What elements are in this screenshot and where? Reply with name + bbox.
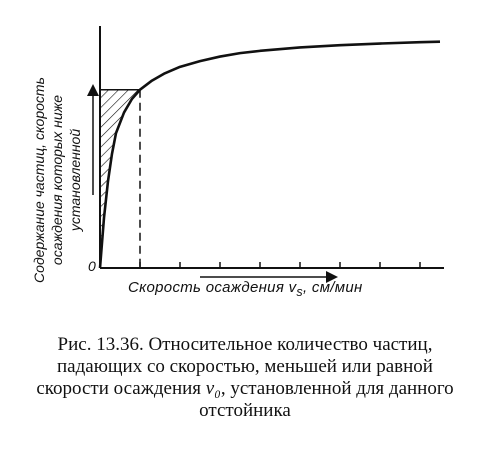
y-axis-label-line-1: Содержание частиц, скорость (31, 77, 47, 283)
caption-prefix: Рис. (57, 334, 97, 355)
plot-area (87, 26, 444, 283)
hatched-region (100, 89, 140, 268)
figure-caption: Рис. 13.36. Относительное количество час… (30, 334, 460, 422)
series-curve (98, 40, 441, 269)
origin-label: 0 (88, 258, 96, 274)
figure: Содержание частиц, скорость осаждения ко… (30, 26, 448, 300)
x-axis-label-symbol: v (288, 279, 297, 296)
y-axis-label-line-2: осаждения которых ниже (49, 94, 65, 266)
x-axis-label-text: Скорость осаждения (128, 279, 285, 296)
y-axis-label-line-3: установленной (67, 128, 83, 232)
caption-text-end: , установленной для данного отстойника (199, 378, 454, 421)
x-axis-label-units: , см/мин (302, 279, 363, 296)
caption-number: 13.36. (96, 334, 144, 355)
caption-symbol: v₀ (205, 378, 221, 399)
x-axis-label-subscript: s (296, 285, 303, 299)
x-axis-label: Скорость осаждения vs, см/мин (128, 279, 448, 299)
caption-text: Относительное количество частиц, падающи… (36, 334, 433, 399)
y-axis-label: Содержание частиц, скорость осаждения ко… (30, 60, 90, 300)
